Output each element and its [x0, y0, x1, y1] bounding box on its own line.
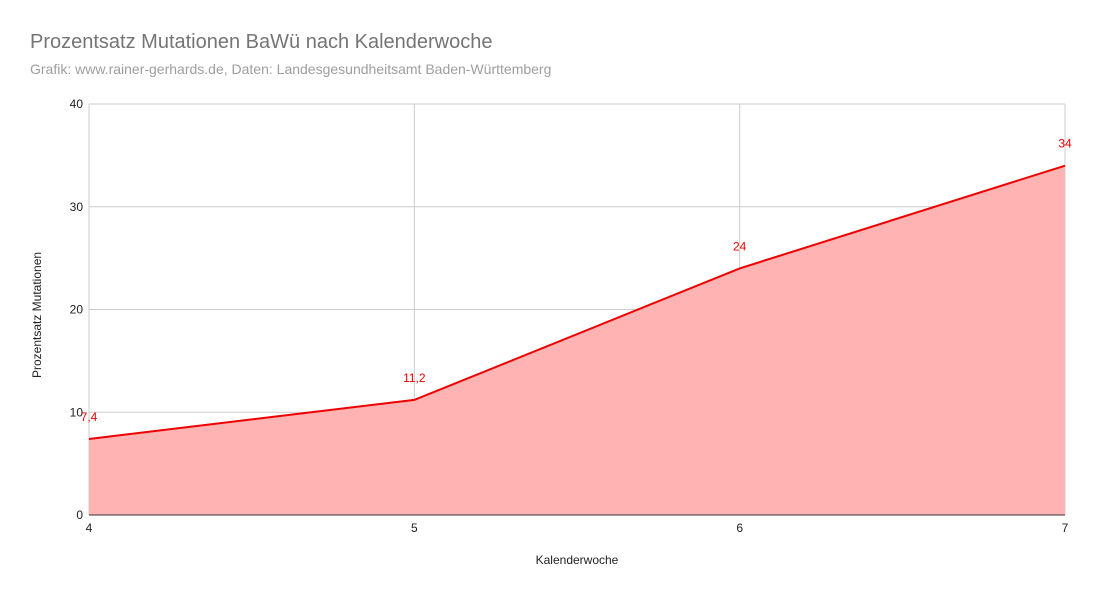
y-tick-label: 10	[70, 405, 84, 419]
y-axis-title: Prozentsatz Mutationen	[30, 252, 44, 378]
data-label: 7,4	[81, 410, 98, 424]
chart-title: Prozentsatz Mutationen BaWü nach Kalende…	[30, 31, 493, 53]
x-tick-label: 5	[411, 521, 418, 535]
x-axis-ticks: 4 5 6 7	[86, 521, 1069, 535]
y-tick-label: 0	[76, 508, 83, 522]
series-line	[88, 164, 1066, 440]
data-labels: 7,4 11,2 24 34	[81, 137, 1072, 424]
x-tick-label: 4	[86, 521, 93, 535]
x-tick-label: 7	[1062, 521, 1069, 535]
data-label: 34	[1058, 137, 1072, 151]
data-label: 11,2	[403, 371, 426, 385]
y-tick-label: 20	[70, 303, 84, 317]
area-fill	[89, 165, 1065, 515]
data-label: 24	[733, 239, 747, 253]
y-tick-label: 30	[70, 200, 84, 214]
x-axis-title: Kalenderwoche	[536, 553, 619, 567]
chart-subtitle: Grafik: www.rainer-gerhards.de, Daten: L…	[30, 61, 552, 77]
y-tick-label: 40	[70, 97, 84, 111]
y-axis-ticks: 0 10 20 30 40	[70, 97, 84, 522]
x-tick-label: 6	[736, 521, 743, 535]
